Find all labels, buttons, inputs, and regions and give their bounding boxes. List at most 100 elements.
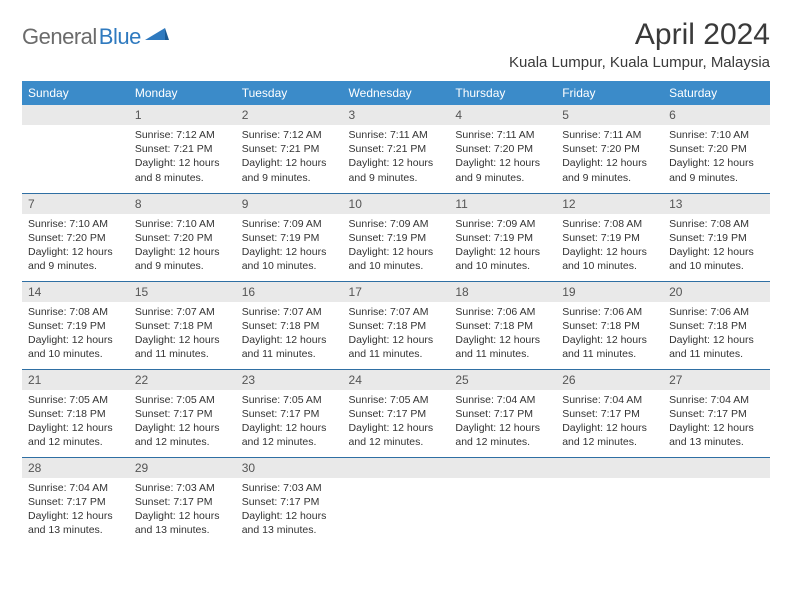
day-number: 4 — [449, 105, 556, 125]
calendar-row: 21Sunrise: 7:05 AMSunset: 7:18 PMDayligh… — [22, 369, 770, 457]
day-body: Sunrise: 7:11 AMSunset: 7:20 PMDaylight:… — [556, 125, 663, 189]
sunset-line: Sunset: 7:21 PM — [135, 143, 213, 155]
calendar-cell: 4Sunrise: 7:11 AMSunset: 7:20 PMDaylight… — [449, 105, 556, 193]
sunrise-line: Sunrise: 7:12 AM — [135, 129, 215, 141]
day-body: Sunrise: 7:04 AMSunset: 7:17 PMDaylight:… — [449, 390, 556, 454]
calendar-row: 1Sunrise: 7:12 AMSunset: 7:21 PMDaylight… — [22, 105, 770, 193]
day-body: Sunrise: 7:07 AMSunset: 7:18 PMDaylight:… — [236, 302, 343, 366]
day-body: Sunrise: 7:08 AMSunset: 7:19 PMDaylight:… — [22, 302, 129, 366]
weekday-header-row: Sunday Monday Tuesday Wednesday Thursday… — [22, 81, 770, 105]
day-number: 11 — [449, 194, 556, 214]
weekday-header: Sunday — [22, 81, 129, 105]
day-number: 1 — [129, 105, 236, 125]
day-number: 7 — [22, 194, 129, 214]
daylight-line: Daylight: 12 hours and 13 minutes. — [242, 510, 327, 536]
sunset-line: Sunset: 7:18 PM — [562, 320, 640, 332]
sunset-line: Sunset: 7:18 PM — [455, 320, 533, 332]
daylight-line: Daylight: 12 hours and 9 minutes. — [669, 157, 754, 183]
calendar-cell — [22, 105, 129, 193]
daylight-line: Daylight: 12 hours and 11 minutes. — [562, 334, 647, 360]
day-body: Sunrise: 7:07 AMSunset: 7:18 PMDaylight:… — [343, 302, 450, 366]
day-body: Sunrise: 7:04 AMSunset: 7:17 PMDaylight:… — [663, 390, 770, 454]
day-body: Sunrise: 7:10 AMSunset: 7:20 PMDaylight:… — [663, 125, 770, 189]
day-body: Sunrise: 7:06 AMSunset: 7:18 PMDaylight:… — [663, 302, 770, 366]
day-body-empty — [343, 478, 450, 528]
sunset-line: Sunset: 7:18 PM — [669, 320, 747, 332]
day-number: 12 — [556, 194, 663, 214]
calendar-cell: 20Sunrise: 7:06 AMSunset: 7:18 PMDayligh… — [663, 281, 770, 369]
calendar-cell: 1 Sunrise: 7:12 AM Sunset: 7:21 PM Daylight… — [129, 105, 236, 193]
day-number-empty — [22, 105, 129, 125]
weekday-header: Tuesday — [236, 81, 343, 105]
calendar-cell: 26Sunrise: 7:04 AMSunset: 7:17 PMDayligh… — [556, 369, 663, 457]
daylight-line: Daylight: 12 hours and 8 minutes. — [135, 157, 220, 183]
day-body: Sunrise: 7:05 AMSunset: 7:18 PMDaylight:… — [22, 390, 129, 454]
daylight-line: Daylight: 12 hours and 12 minutes. — [135, 422, 220, 448]
daylight-line: Daylight: 12 hours and 12 minutes. — [455, 422, 540, 448]
day-number: 9 — [236, 194, 343, 214]
day-body: Sunrise: 7:05 AMSunset: 7:17 PMDaylight:… — [129, 390, 236, 454]
sunset-line: Sunset: 7:17 PM — [242, 496, 320, 508]
calendar-row: 7Sunrise: 7:10 AMSunset: 7:20 PMDaylight… — [22, 193, 770, 281]
daylight-line: Daylight: 12 hours and 12 minutes. — [349, 422, 434, 448]
calendar-cell: 18 Sunrise: 7:06 AM Sunset: 7:18 PM Dayligh… — [449, 281, 556, 369]
day-number: 27 — [663, 370, 770, 390]
day-body: Sunrise: 7:11 AMSunset: 7:20 PMDaylight:… — [449, 125, 556, 189]
day-number: 19 — [556, 282, 663, 302]
daylight-line: Daylight: 12 hours and 12 minutes. — [242, 422, 327, 448]
sunset-line: Sunset: 7:19 PM — [349, 232, 427, 244]
daylight-line: Daylight: 12 hours and 11 minutes. — [135, 334, 220, 360]
calendar-cell: 19 Sunrise: 7:06 AM Sunset: 7:18 PM Dayligh… — [556, 281, 663, 369]
calendar-table: Sunday Monday Tuesday Wednesday Thursday… — [22, 81, 770, 545]
sunset-line: Sunset: 7:17 PM — [562, 408, 640, 420]
day-number: 21 — [22, 370, 129, 390]
sunrise-line: Sunrise: 7:07 AM — [242, 306, 322, 318]
daylight-line: Daylight: 12 hours and 13 minutes. — [135, 510, 220, 536]
sunrise-line: Sunrise: 7:09 AM — [455, 218, 535, 230]
daylight-line: Daylight: 12 hours and 10 minutes. — [28, 334, 113, 360]
day-number-empty — [556, 458, 663, 478]
day-number: 10 — [343, 194, 450, 214]
calendar-cell: 11Sunrise: 7:09 AMSunset: 7:19 PMDayligh… — [449, 193, 556, 281]
sunrise-line: Sunrise: 7:10 AM — [135, 218, 215, 230]
daylight-line: Daylight: 12 hours and 11 minutes. — [455, 334, 540, 360]
calendar-cell: 30Sunrise: 7:03 AMSunset: 7:17 PMDayligh… — [236, 457, 343, 545]
day-body: Sunrise: 7:09 AMSunset: 7:19 PMDaylight:… — [449, 214, 556, 278]
sunrise-line: Sunrise: 7:06 AM — [455, 306, 535, 318]
sunrise-line: Sunrise: 7:06 AM — [669, 306, 749, 318]
daylight-line: Daylight: 12 hours and 12 minutes. — [28, 422, 113, 448]
calendar-cell: 25Sunrise: 7:04 AMSunset: 7:17 PMDayligh… — [449, 369, 556, 457]
sunrise-line: Sunrise: 7:04 AM — [28, 482, 108, 494]
day-body: Sunrise: 7:12 AMSunset: 7:21 PMDaylight:… — [236, 125, 343, 189]
daylight-line: Daylight: 12 hours and 10 minutes. — [349, 246, 434, 272]
day-body: Sunrise: 7:08 AMSunset: 7:19 PMDaylight:… — [663, 214, 770, 278]
header: GeneralBlue April 2024 Kuala Lumpur, Kua… — [22, 18, 770, 71]
day-body: Sunrise: 7:05 AMSunset: 7:17 PMDaylight:… — [236, 390, 343, 454]
day-number-empty — [449, 458, 556, 478]
day-body-empty — [22, 125, 129, 175]
calendar-cell: 15Sunrise: 7:07 AMSunset: 7:18 PMDayligh… — [129, 281, 236, 369]
day-body: Sunrise: 7:09 AMSunset: 7:19 PMDaylight:… — [236, 214, 343, 278]
day-number: 26 — [556, 370, 663, 390]
weekday-header: Thursday — [449, 81, 556, 105]
day-body: Sunrise: 7:11 AMSunset: 7:21 PMDaylight:… — [343, 125, 450, 189]
location-text: Kuala Lumpur, Kuala Lumpur, Malaysia — [509, 54, 770, 71]
sunrise-line: Sunrise: 7:03 AM — [135, 482, 215, 494]
calendar-cell: 23Sunrise: 7:05 AMSunset: 7:17 PMDayligh… — [236, 369, 343, 457]
calendar-cell — [449, 457, 556, 545]
title-block: April 2024 Kuala Lumpur, Kuala Lumpur, M… — [509, 18, 770, 71]
daylight-line: Daylight: 12 hours and 9 minutes. — [135, 246, 220, 272]
day-number: 8 — [129, 194, 236, 214]
daylight-line: Daylight: 12 hours and 9 minutes. — [455, 157, 540, 183]
sunset-line: Sunset: 7:19 PM — [455, 232, 533, 244]
day-number: 29 — [129, 458, 236, 478]
calendar-cell: 5Sunrise: 7:11 AMSunset: 7:20 PMDaylight… — [556, 105, 663, 193]
calendar-cell: 17Sunrise: 7:07 AMSunset: 7:18 PMDayligh… — [343, 281, 450, 369]
sunrise-line: Sunrise: 7:06 AM — [562, 306, 642, 318]
sunrise-line: Sunrise: 7:09 AM — [242, 218, 322, 230]
sunrise-line: Sunrise: 7:11 AM — [562, 129, 641, 141]
day-number: 18 — [449, 282, 556, 302]
sunrise-line: Sunrise: 7:10 AM — [28, 218, 108, 230]
calendar-cell: 9Sunrise: 7:09 AMSunset: 7:19 PMDaylight… — [236, 193, 343, 281]
sunrise-line: Sunrise: 7:05 AM — [28, 394, 108, 406]
